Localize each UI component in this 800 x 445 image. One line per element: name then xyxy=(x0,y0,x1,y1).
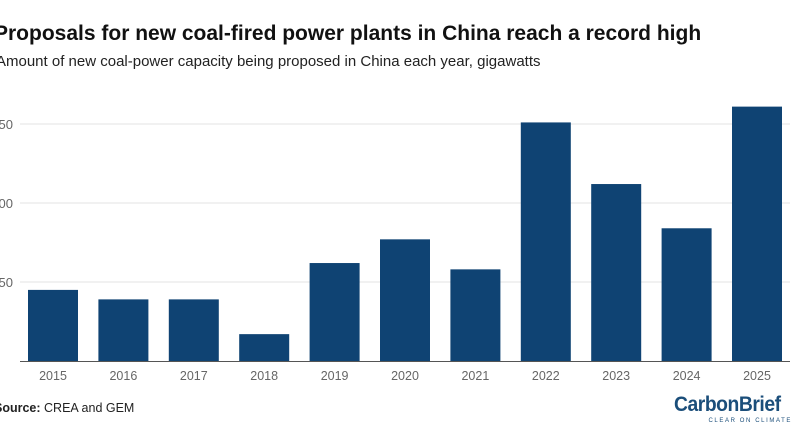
y-tick-label: 100 xyxy=(0,196,13,211)
chart-title: Proposals for new coal-fired power plant… xyxy=(0,22,702,45)
y-tick-label: 50 xyxy=(0,275,13,290)
source-note: Source: CREA and GEM xyxy=(0,401,134,415)
x-tick-label: 2022 xyxy=(532,369,560,383)
bar-2017 xyxy=(168,299,219,361)
y-tick-label: 150 xyxy=(0,117,13,132)
x-tick-label: 2021 xyxy=(461,369,489,383)
x-tick-label: 2025 xyxy=(743,369,771,383)
source-label: Source: xyxy=(0,401,41,415)
y-axis-ticks: 50 100 150 xyxy=(0,117,13,290)
x-tick-label: 2017 xyxy=(180,369,208,383)
bar-2024 xyxy=(661,228,712,361)
bar-2016 xyxy=(98,299,149,361)
x-tick-label: 2015 xyxy=(39,369,67,383)
bar-2018 xyxy=(239,334,290,361)
logo-tagline: CLEAR ON CLIMATE xyxy=(708,418,792,424)
x-tick-label: 2024 xyxy=(673,369,701,383)
bar-2019 xyxy=(309,263,360,361)
x-tick-label: 2016 xyxy=(109,369,137,383)
source-text: CREA and GEM xyxy=(44,401,135,415)
bar-2015 xyxy=(28,289,78,361)
carbonbrief-logo: CarbonBrief CLEAR ON CLIMATE xyxy=(674,393,792,433)
bar-2025 xyxy=(732,106,782,362)
bar-2022 xyxy=(520,122,571,361)
bar-2020 xyxy=(380,239,430,361)
logo-text: CarbonBrief xyxy=(674,393,781,416)
x-tick-label: 2020 xyxy=(391,369,419,383)
x-tick-label: 2018 xyxy=(250,369,278,383)
bar-2021 xyxy=(450,269,501,361)
x-tick-label: 2023 xyxy=(602,369,630,383)
x-axis-ticks: 2015 2016 2017 2018 2019 2020 2021 2022 2023 2024… xyxy=(39,369,771,383)
chart-subtitle: Amount of new coal-power capacity being … xyxy=(0,53,541,70)
bars xyxy=(28,106,782,362)
bar-2023 xyxy=(591,184,642,361)
x-tick-label: 2019 xyxy=(321,369,349,383)
